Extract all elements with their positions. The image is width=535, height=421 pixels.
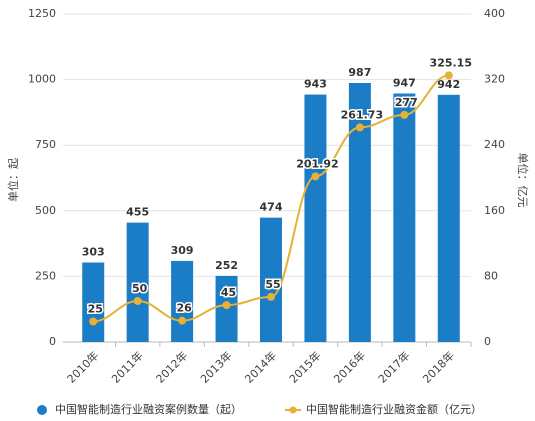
x-tick-label: 2011年 (108, 348, 145, 385)
line-marker (89, 317, 98, 326)
y-tick-label: 0 (49, 335, 56, 348)
bar-value-label: 455 (126, 206, 149, 219)
y-axis-label: 单位：起 (6, 158, 20, 202)
bar (260, 217, 282, 342)
x-tick-label: 2012年 (153, 348, 190, 385)
y2-tick-label: 240 (484, 138, 505, 151)
bar-value-label: 252 (215, 259, 238, 272)
line-value-label: 55 (265, 278, 280, 291)
line-value-label: 50 (132, 282, 148, 295)
bar-value-label: 309 (171, 244, 194, 257)
line-value-label: 277 (395, 96, 418, 109)
bar-value-label: 942 (437, 78, 460, 91)
bar (171, 260, 194, 342)
line-marker (267, 292, 275, 301)
x-tick-label: 2013年 (197, 348, 234, 385)
y2-tick-label: 400 (484, 7, 505, 20)
bar-value-label: 303 (82, 245, 105, 258)
line-marker (222, 301, 231, 310)
y2-tick-label: 80 (484, 269, 498, 282)
x-tick-label: 2016年 (331, 348, 368, 385)
x-tick-label: 2014年 (242, 348, 279, 385)
line-marker (178, 316, 187, 325)
line-value-label: 25 (88, 303, 103, 316)
bar (82, 262, 105, 342)
y2-tick-label: 320 (484, 73, 505, 86)
y-tick-label: 1000 (28, 73, 56, 86)
y-tick-label: 500 (35, 204, 56, 217)
bar-value-label: 987 (348, 66, 371, 79)
x-tick-label: 2017年 (375, 348, 412, 385)
line-marker (133, 297, 142, 305)
line-marker (444, 71, 453, 80)
y2-tick-label: 0 (484, 335, 491, 348)
y2-axis-label: 单位：亿元 (516, 153, 530, 208)
legend-marker (37, 405, 47, 415)
legend-marker (289, 406, 297, 414)
bar (304, 94, 327, 343)
line-value-label: 325.15 (430, 56, 472, 69)
legend-label: 中国智能制造行业融资金额（亿元） (306, 402, 482, 416)
y2-tick-label: 160 (484, 204, 505, 217)
bar (437, 94, 460, 342)
line-value-label: 201.92 (296, 157, 338, 170)
bar-value-label: 943 (304, 78, 327, 91)
line-marker (355, 123, 364, 132)
line-value-label: 45 (221, 286, 236, 299)
y-tick-label: 1250 (28, 7, 56, 20)
bar (126, 222, 149, 342)
x-tick-label: 2010年 (64, 348, 101, 385)
x-tick-label: 2015年 (286, 348, 323, 385)
y-tick-label: 250 (35, 269, 56, 282)
legend-label: 中国智能制造行业融资案例数量（起） (55, 402, 242, 416)
line-marker (400, 110, 409, 119)
bar (348, 83, 371, 342)
line-value-label: 261.73 (341, 108, 383, 121)
line-marker (311, 172, 320, 181)
bar (393, 93, 416, 342)
line (93, 74, 449, 323)
bar-value-label: 474 (260, 201, 283, 214)
x-tick-label: 2018年 (420, 348, 457, 385)
y-tick-label: 750 (35, 138, 56, 151)
line-value-label: 26 (176, 302, 192, 315)
bar-value-label: 947 (393, 77, 416, 90)
